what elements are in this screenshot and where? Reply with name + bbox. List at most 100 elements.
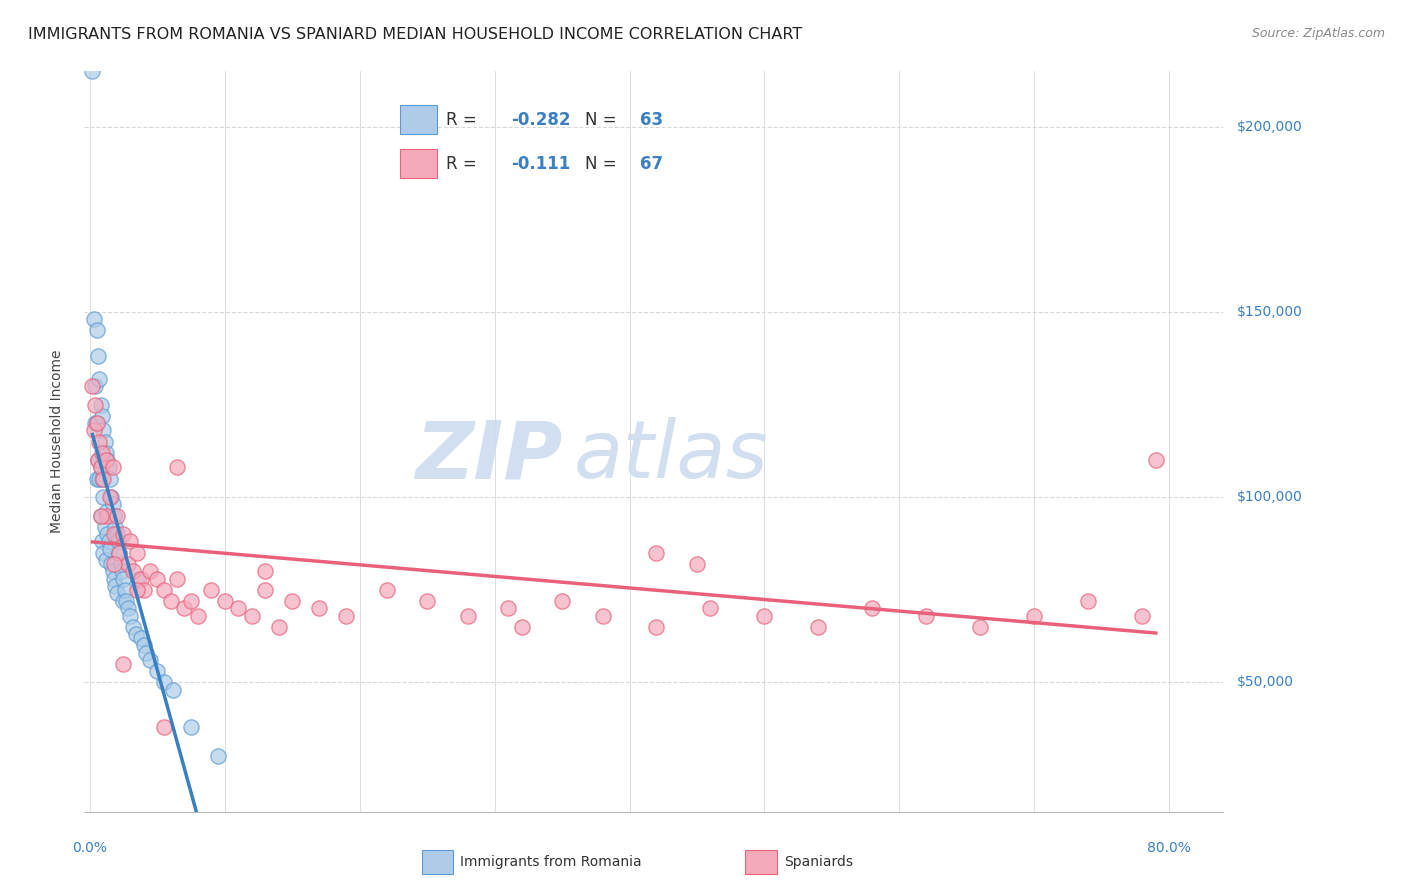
Point <box>124 627 146 641</box>
Point <box>754 608 776 623</box>
Point <box>122 619 145 633</box>
Point <box>87 453 110 467</box>
Point <box>108 545 131 560</box>
Point <box>83 312 105 326</box>
Point <box>162 682 184 697</box>
Point <box>82 379 104 393</box>
Point <box>90 460 112 475</box>
Point <box>115 593 138 607</box>
Point <box>125 582 148 597</box>
Point <box>89 434 111 449</box>
Point <box>96 527 118 541</box>
Point <box>645 545 668 560</box>
FancyBboxPatch shape <box>745 850 778 873</box>
Point <box>90 471 112 485</box>
Point <box>90 398 112 412</box>
Point <box>125 545 148 560</box>
Point <box>96 453 118 467</box>
Point <box>97 460 120 475</box>
Text: 0.0%: 0.0% <box>72 841 107 855</box>
Point <box>139 564 162 578</box>
Point <box>375 582 398 597</box>
Point <box>127 572 149 586</box>
Point <box>207 749 229 764</box>
Point <box>226 601 249 615</box>
Point <box>699 601 721 615</box>
Point <box>122 564 145 578</box>
Point <box>496 601 519 615</box>
Text: $200,000: $200,000 <box>1237 120 1303 134</box>
Point <box>94 505 117 519</box>
Point <box>153 675 176 690</box>
Text: $50,000: $50,000 <box>1237 675 1294 690</box>
Point <box>90 409 112 423</box>
Point <box>120 608 142 623</box>
Point <box>120 534 142 549</box>
Point <box>86 471 108 485</box>
Point <box>200 582 222 597</box>
Point <box>214 593 236 607</box>
Point <box>97 534 120 549</box>
Point <box>86 416 108 430</box>
Text: $150,000: $150,000 <box>1237 305 1303 319</box>
Point <box>166 572 188 586</box>
Point <box>103 527 125 541</box>
Text: $100,000: $100,000 <box>1237 490 1303 504</box>
Point <box>416 593 439 607</box>
Point <box>104 579 127 593</box>
Point <box>101 564 124 578</box>
Point <box>96 508 118 523</box>
Point <box>153 582 176 597</box>
Point <box>101 498 124 512</box>
Point <box>117 601 139 615</box>
Point <box>91 545 114 560</box>
Point <box>335 608 357 623</box>
Point <box>108 545 131 560</box>
Point <box>107 534 129 549</box>
Point <box>90 508 112 523</box>
Point <box>105 508 128 523</box>
Point <box>969 619 991 633</box>
Point <box>129 572 152 586</box>
Point <box>90 460 112 475</box>
Point <box>510 619 533 633</box>
Point <box>87 453 110 467</box>
Point <box>90 445 112 459</box>
Point <box>915 608 938 623</box>
Point <box>166 460 188 475</box>
Point <box>132 638 155 652</box>
Point <box>103 557 125 571</box>
Point <box>117 557 139 571</box>
Point <box>146 664 169 678</box>
Point <box>103 572 125 586</box>
Point <box>90 508 112 523</box>
Text: Spaniards: Spaniards <box>785 855 853 869</box>
Point <box>254 582 277 597</box>
Point <box>82 64 104 78</box>
Point <box>94 453 117 467</box>
Point <box>94 553 117 567</box>
Point <box>1130 608 1153 623</box>
Point <box>91 424 114 438</box>
Point <box>187 608 209 623</box>
Point <box>132 582 155 597</box>
Point <box>84 379 107 393</box>
Point <box>240 608 263 623</box>
Point <box>90 534 112 549</box>
Text: Source: ZipAtlas.com: Source: ZipAtlas.com <box>1251 27 1385 40</box>
Point <box>112 572 135 586</box>
Text: IMMIGRANTS FROM ROMANIA VS SPANIARD MEDIAN HOUSEHOLD INCOME CORRELATION CHART: IMMIGRANTS FROM ROMANIA VS SPANIARD MEDI… <box>28 27 803 42</box>
Point <box>592 608 614 623</box>
Point <box>101 460 124 475</box>
Point <box>91 490 114 504</box>
Point <box>103 508 125 523</box>
Point <box>1144 453 1167 467</box>
Point <box>93 434 115 449</box>
Point <box>180 720 202 734</box>
Point <box>83 424 105 438</box>
Point <box>87 350 110 364</box>
Point <box>112 593 135 607</box>
Point <box>180 593 202 607</box>
Point <box>457 608 479 623</box>
Point <box>112 657 135 671</box>
